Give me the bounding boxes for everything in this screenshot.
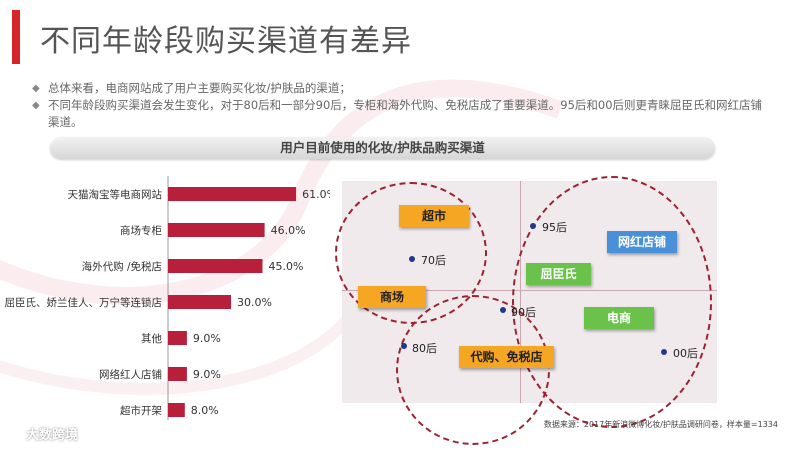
tag-mall: 商场 [358,286,426,308]
dot-70s [409,256,415,262]
bar [168,403,185,417]
circle-95s-00s [512,176,712,428]
bullet-item: ◆ 不同年龄段购买渠道会发生变化，对于80后和一部分90后，专柜和海外代购、免税… [30,97,770,131]
tag-supermarket: 超市 [399,205,469,227]
bar [168,259,263,273]
label-90s: 90后 [511,306,536,319]
data-source-note: 数据来源：2017年新浪微博化妆/护肤品调研问卷，样本量=1334 [543,420,778,429]
summary-bullets: ◆ 总体来看，电商网站成了用户主要购买化妆/护肤品的渠道； ◆ 不同年龄段购买渠… [30,80,770,131]
bar-value-label: 30.0% [237,296,272,309]
circle-70s [335,182,487,324]
diamond-icon: ◆ [32,100,40,111]
chart-title: 用户目前使用的化妆/护肤品购买渠道 [50,137,715,159]
dot-95s [530,223,536,229]
bullet-text: 不同年龄段购买渠道会发生变化，对于80后和一部分90后，专柜和海外代购、免税店成… [48,98,763,129]
diamond-icon: ◆ [32,83,40,94]
bar-value-label: 8.0% [191,404,219,417]
bar [168,295,231,309]
bullet-text: 总体来看，电商网站成了用户主要购买化妆/护肤品的渠道； [48,81,351,95]
bar-value-label: 46.0% [271,224,306,237]
bar [168,367,187,381]
brand-logo: 大数跨境 [8,424,78,443]
label-95s: 95后 [542,221,567,234]
bar-category-label: 其他 [141,332,162,345]
dot-90s [500,307,506,313]
bar-value-label: 45.0% [269,260,304,273]
bar-category-label: 天猫淘宝等电商网站 [68,188,163,201]
label-00s: 00后 [673,347,698,360]
channel-bar-chart: 天猫淘宝等电商网站 61.0% 商场专柜 46.0% 海外代购 /免税店 45.0% 屈臣氏… [5,176,330,420]
bar [168,223,265,237]
logo-text: 大数跨境 [26,428,79,443]
bar [168,331,187,345]
bar [168,187,297,201]
bar-value-label: 9.0% [193,332,221,345]
bar-category-label: 超市开架 [120,404,162,417]
bar-category-label: 屈臣氏、娇兰佳人、万宁等连锁店 [5,296,163,309]
dot-00s [661,349,667,355]
page-title: 不同年龄段购买渠道有差异 [40,24,412,59]
bar-category-label: 网络红人店铺 [99,368,162,381]
logo-icon [8,426,22,441]
tag-influencer: 网红店铺 [607,231,677,253]
tag-ecommerce: 电商 [584,307,654,329]
bullet-item: ◆ 总体来看，电商网站成了用户主要购买化妆/护肤品的渠道； [30,80,770,97]
title-accent-bar [12,10,20,64]
tag-watsons: 屈臣氏 [526,263,591,285]
dot-80s [401,343,407,349]
bar-category-label: 商场专柜 [120,224,162,237]
label-70s: 70后 [421,254,446,267]
bar-category-label: 海外代购 /免税店 [82,260,162,273]
bar-value-label: 9.0% [193,368,221,381]
bar-value-label: 61.0% [302,188,330,201]
tag-daigou: 代购、免税店 [459,346,554,368]
label-80s: 80后 [412,342,437,355]
